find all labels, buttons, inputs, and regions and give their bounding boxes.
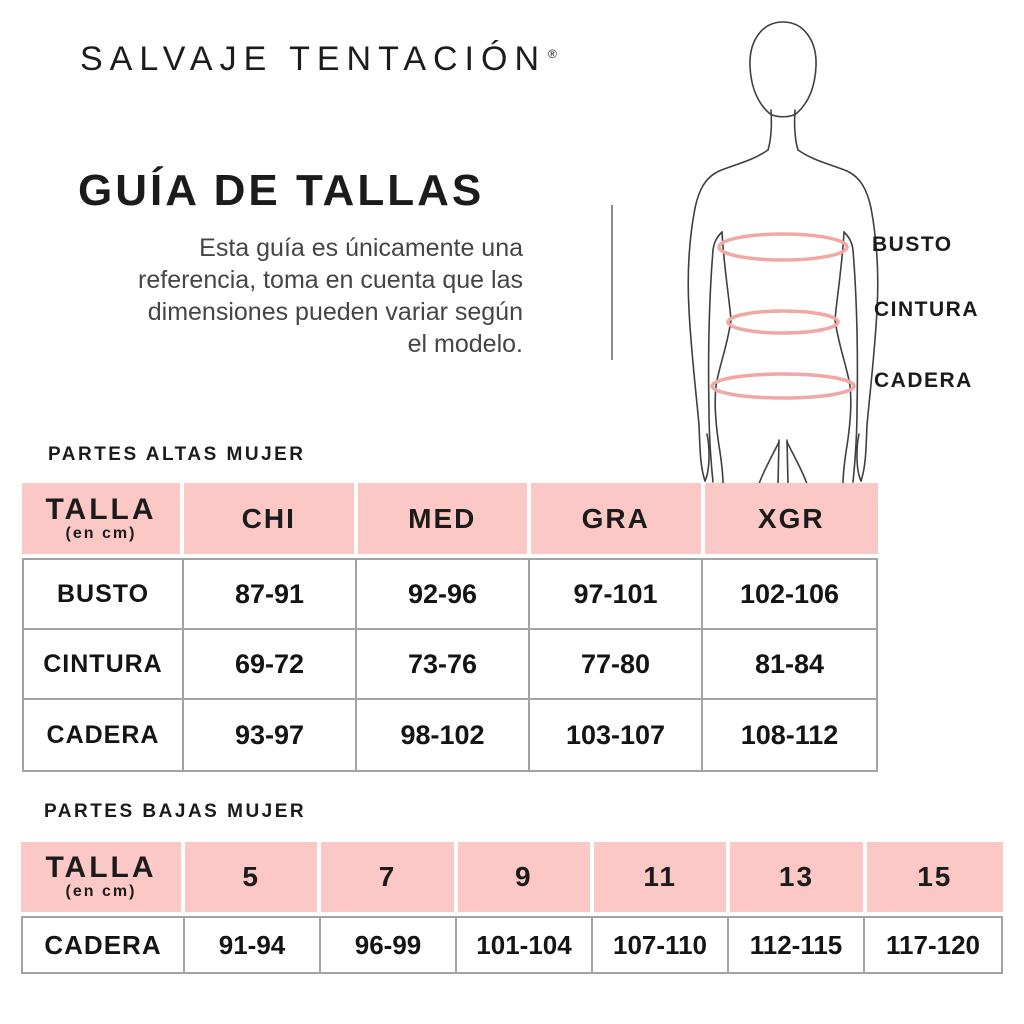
figure-head (749, 21, 817, 118)
column-header: 15 (866, 842, 1003, 912)
description-line: Esta guía es únicamente una (199, 234, 523, 262)
column-header: 9 (457, 842, 594, 912)
table-cell: 108-112 (703, 700, 876, 770)
brand-logo: SALVAJE TENTACIÓN ® (80, 40, 557, 79)
description-line: dimensiones pueden variar según (147, 298, 523, 326)
hip-measure-line (710, 372, 856, 400)
lower-sizes-table: TALLA (en cm) 5 7 9 11 13 15 CADERA 91-9… (21, 842, 1003, 974)
description-line: el modelo. (407, 330, 523, 358)
size-label: TALLA (45, 851, 157, 884)
page-title: GUÍA DE TALLAS (78, 166, 485, 215)
table-cell: 101-104 (457, 918, 593, 972)
guide-description: Esta guía es únicamente una referencia, … (53, 232, 523, 360)
table-cell: 98-102 (357, 700, 530, 770)
table-cell: 87-91 (184, 560, 357, 630)
description-line: referencia, toma en cuenta que las (138, 266, 523, 294)
table-cell: 112-115 (729, 918, 865, 972)
column-header: GRA (531, 483, 705, 554)
table-cell: 73-76 (357, 630, 530, 700)
waist-label: CINTURA (874, 298, 979, 321)
table-cell: 107-110 (593, 918, 729, 972)
upper-table-body: BUSTO 87-91 92-96 97-101 102-106 CINTURA… (22, 558, 878, 772)
size-unit: (en cm) (65, 524, 137, 542)
size-unit: (en cm) (65, 883, 137, 900)
table-cell: 102-106 (703, 560, 876, 630)
table-cell: 96-99 (321, 918, 457, 972)
column-header: XGR (704, 483, 878, 554)
table-cell: 117-120 (865, 918, 1001, 972)
table-cell: 91-94 (185, 918, 321, 972)
size-label: TALLA (45, 492, 157, 526)
column-header: MED (357, 483, 531, 554)
lower-table-body: CADERA 91-94 96-99 101-104 107-110 112-1… (21, 916, 1003, 974)
column-header: 11 (593, 842, 731, 912)
row-header-busto: BUSTO (24, 560, 184, 630)
female-figure-illustration (687, 21, 879, 483)
column-header: 13 (730, 842, 867, 912)
bust-measure-line (717, 232, 849, 262)
row-header-cadera: CADERA (24, 700, 184, 770)
table-cell: 92-96 (357, 560, 530, 630)
waist-measure-line (726, 309, 840, 335)
vertical-divider (611, 205, 613, 360)
table-cell: 97-101 (530, 560, 703, 630)
table-cell: 81-84 (703, 630, 876, 700)
brand-name: SALVAJE TENTACIÓN (80, 40, 547, 78)
row-header-cadera: CADERA (23, 918, 185, 972)
registered-trademark-symbol: ® (548, 46, 557, 61)
upper-sizes-table: TALLA (en cm) CHI MED GRA XGR BUSTO 87-9… (22, 483, 878, 772)
lower-table-header: TALLA (en cm) 5 7 9 11 13 15 (21, 842, 1003, 912)
table-cell: 103-107 (530, 700, 703, 770)
column-header: 7 (321, 842, 458, 912)
column-header-talla: TALLA (en cm) (21, 842, 185, 912)
column-header: 5 (185, 842, 322, 912)
upper-table-title: PARTES ALTAS MUJER (48, 444, 306, 465)
table-cell: 93-97 (184, 700, 357, 770)
column-header-talla: TALLA (en cm) (22, 483, 184, 554)
row-header-cintura: CINTURA (24, 630, 184, 700)
table-cell: 77-80 (530, 630, 703, 700)
bust-label: BUSTO (872, 233, 953, 256)
hip-label: CADERA (874, 369, 973, 392)
upper-table-header: TALLA (en cm) CHI MED GRA XGR (22, 483, 878, 554)
table-cell: 69-72 (184, 630, 357, 700)
column-header: CHI (184, 483, 358, 554)
lower-table-title: PARTES BAJAS MUJER (44, 801, 307, 822)
